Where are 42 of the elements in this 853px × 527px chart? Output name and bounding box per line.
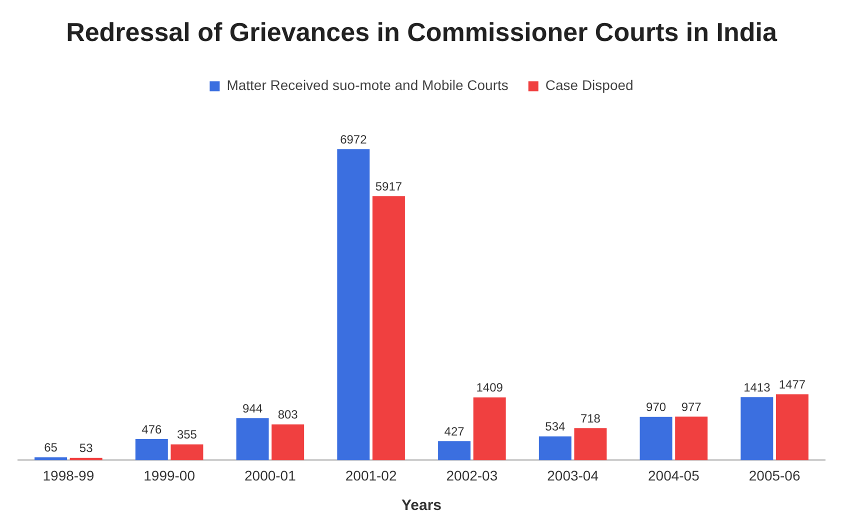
- bar: [574, 428, 607, 460]
- data-label: 476: [142, 422, 162, 436]
- data-label: 427: [444, 424, 465, 438]
- data-label: 944: [242, 401, 263, 416]
- bar: [236, 418, 269, 460]
- data-label: 6972: [340, 132, 368, 146]
- bar: [337, 149, 370, 460]
- legend-label: Case Dispoed: [545, 77, 634, 94]
- bar: [740, 397, 774, 460]
- data-label: 977: [681, 400, 702, 414]
- x-tick-label: 2003-04: [547, 467, 599, 484]
- x-tick-label: 2002-03: [446, 467, 498, 484]
- chart-title: Redressal of Grievances in Commissioner Courts in India: [66, 16, 778, 47]
- bar: [473, 397, 506, 460]
- x-tick-label: 2004-05: [648, 467, 700, 484]
- x-tick-label: 2005-06: [748, 467, 800, 484]
- data-label: 53: [79, 441, 94, 456]
- data-label: 5917: [375, 179, 402, 194]
- x-tick-label: 2001-02: [345, 467, 397, 484]
- data-label: 970: [646, 400, 666, 414]
- x-tick-label: 2000-01: [244, 467, 296, 484]
- bar: [135, 438, 168, 460]
- bar: [272, 424, 304, 460]
- bar: [538, 436, 572, 460]
- bar: [776, 394, 808, 460]
- bar: [372, 196, 405, 460]
- data-label: 718: [580, 411, 601, 426]
- data-label: 65: [44, 440, 58, 455]
- data-label: 1413: [744, 380, 771, 394]
- x-tick-label: 1998-99: [42, 467, 94, 484]
- data-label: 355: [176, 428, 198, 442]
- bar: [640, 416, 672, 460]
- data-label: 803: [278, 408, 298, 422]
- data-label: 534: [545, 420, 566, 434]
- bar: [438, 441, 471, 460]
- bar: [675, 416, 708, 460]
- data-label: 1409: [476, 380, 504, 395]
- x-axis-title: Years: [401, 497, 442, 514]
- legend-label: Matter Received suo-mote and Mobile Courts: [226, 77, 508, 94]
- x-tick-label: 1999-00: [144, 467, 196, 484]
- data-label: 1477: [778, 378, 806, 392]
- bar: [170, 444, 204, 460]
